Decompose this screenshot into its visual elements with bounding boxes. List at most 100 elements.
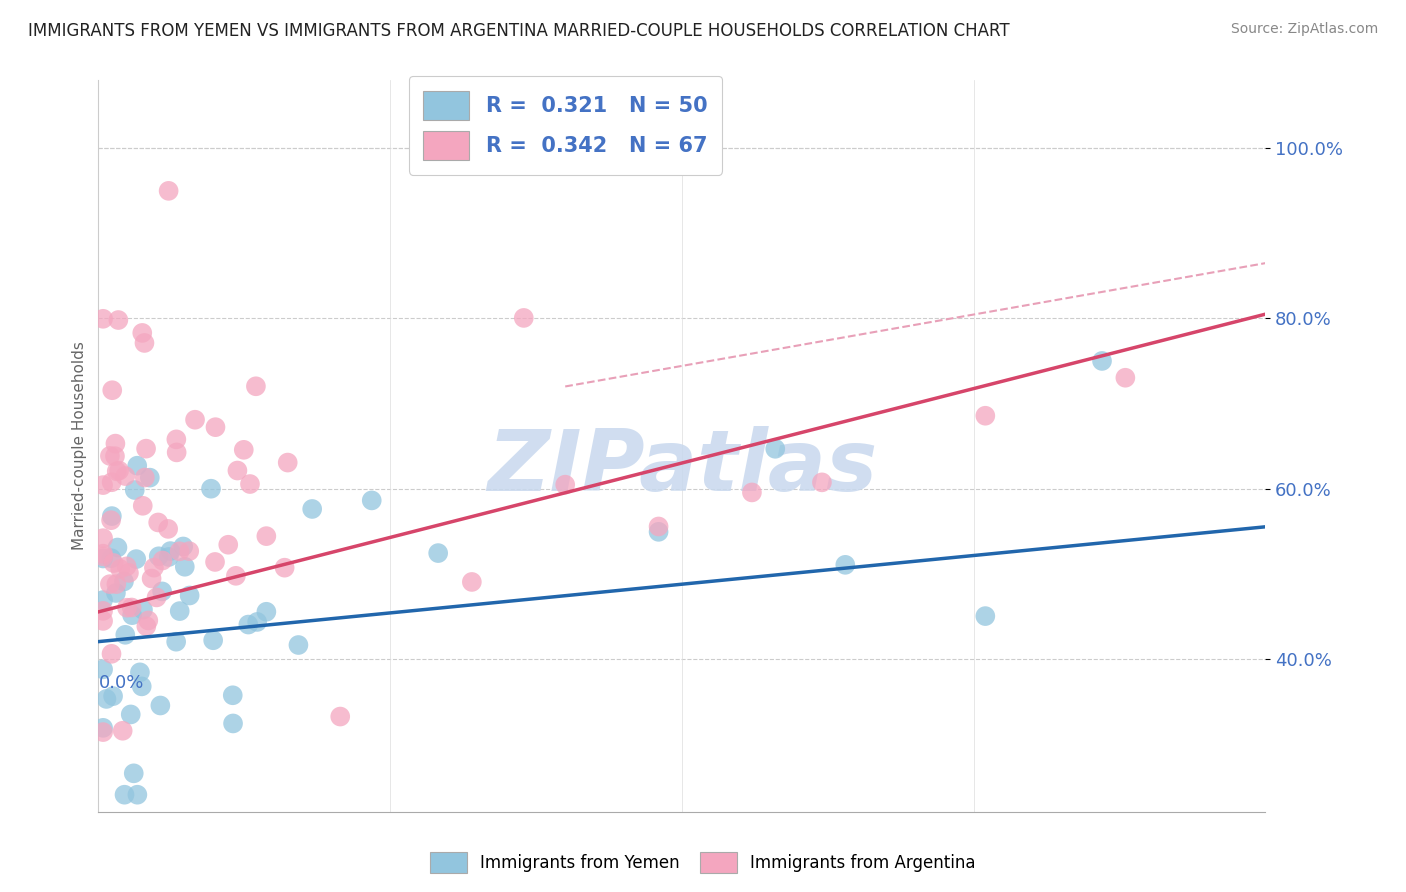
Point xyxy=(91,478,114,492)
Point xyxy=(461,574,484,589)
Point xyxy=(169,544,191,558)
Legend: R =  0.321   N = 50, R =  0.342   N = 67: R = 0.321 N = 50, R = 0.342 N = 67 xyxy=(409,76,721,175)
Legend: Immigrants from Yemen, Immigrants from Argentina: Immigrants from Yemen, Immigrants from A… xyxy=(423,846,983,880)
Point xyxy=(141,572,163,586)
Point xyxy=(169,604,191,618)
Point xyxy=(1091,354,1114,368)
Point xyxy=(108,562,131,576)
Point xyxy=(120,707,142,722)
Point xyxy=(108,464,131,478)
Point xyxy=(121,608,143,623)
Text: ZIPatlas: ZIPatlas xyxy=(486,426,877,509)
Point xyxy=(217,538,239,552)
Point xyxy=(111,723,134,738)
Point xyxy=(204,555,226,569)
Point xyxy=(222,688,245,702)
Point xyxy=(165,634,187,648)
Point xyxy=(273,560,295,574)
Point xyxy=(763,442,786,456)
Point xyxy=(974,409,997,423)
Point xyxy=(226,464,249,478)
Point xyxy=(104,449,127,463)
Point xyxy=(246,615,269,629)
Point xyxy=(131,326,153,340)
Point xyxy=(157,522,180,536)
Point xyxy=(238,617,260,632)
Point xyxy=(254,605,277,619)
Point xyxy=(974,609,997,624)
Point xyxy=(232,442,254,457)
Point xyxy=(104,586,127,600)
Y-axis label: Married-couple Households: Married-couple Households xyxy=(72,342,87,550)
Point xyxy=(184,413,207,427)
Point xyxy=(100,513,122,527)
Point xyxy=(287,638,309,652)
Point xyxy=(135,619,157,633)
Point xyxy=(239,477,262,491)
Point xyxy=(202,633,225,648)
Point xyxy=(114,788,136,802)
Point xyxy=(91,551,114,566)
Point xyxy=(91,721,114,735)
Point xyxy=(172,540,194,554)
Point xyxy=(200,482,222,496)
Point xyxy=(301,502,323,516)
Point xyxy=(91,593,114,607)
Point xyxy=(132,499,155,513)
Point xyxy=(427,546,450,560)
Point xyxy=(647,524,669,539)
Text: 0.0%: 0.0% xyxy=(98,674,143,692)
Point xyxy=(150,584,173,599)
Point xyxy=(107,541,129,555)
Point xyxy=(91,547,114,561)
Point xyxy=(118,566,141,580)
Point xyxy=(114,469,136,483)
Point xyxy=(98,577,121,591)
Point xyxy=(114,628,136,642)
Point xyxy=(100,647,122,661)
Point xyxy=(98,449,121,463)
Point xyxy=(105,464,128,478)
Point xyxy=(134,335,156,350)
Point xyxy=(100,551,122,566)
Point xyxy=(96,692,118,706)
Point xyxy=(101,509,124,524)
Point xyxy=(165,433,187,447)
Point xyxy=(129,665,152,680)
Point xyxy=(157,549,180,564)
Point xyxy=(811,475,834,490)
Point xyxy=(115,559,138,574)
Point xyxy=(100,475,122,490)
Point xyxy=(91,662,114,676)
Point xyxy=(159,544,181,558)
Text: IMMIGRANTS FROM YEMEN VS IMMIGRANTS FROM ARGENTINA MARRIED-COUPLE HOUSEHOLDS COR: IMMIGRANTS FROM YEMEN VS IMMIGRANTS FROM… xyxy=(28,22,1010,40)
Point xyxy=(103,556,125,570)
Point xyxy=(222,716,245,731)
Point xyxy=(121,600,143,615)
Point xyxy=(139,470,162,484)
Point xyxy=(166,445,188,459)
Point xyxy=(277,456,299,470)
Point xyxy=(179,589,201,603)
Point xyxy=(91,614,114,628)
Point xyxy=(145,591,167,605)
Point xyxy=(554,477,576,491)
Point xyxy=(91,311,114,326)
Point xyxy=(101,689,124,703)
Point xyxy=(329,709,352,723)
Point xyxy=(132,603,155,617)
Point xyxy=(101,383,124,397)
Point xyxy=(173,559,195,574)
Point xyxy=(131,679,153,693)
Point xyxy=(179,544,201,558)
Point xyxy=(142,560,165,574)
Point xyxy=(107,313,129,327)
Point xyxy=(149,698,172,713)
Point xyxy=(360,493,382,508)
Point xyxy=(127,788,149,802)
Point xyxy=(1114,370,1136,384)
Point xyxy=(115,600,138,615)
Point xyxy=(647,519,669,533)
Point xyxy=(254,529,277,543)
Point xyxy=(127,458,149,473)
